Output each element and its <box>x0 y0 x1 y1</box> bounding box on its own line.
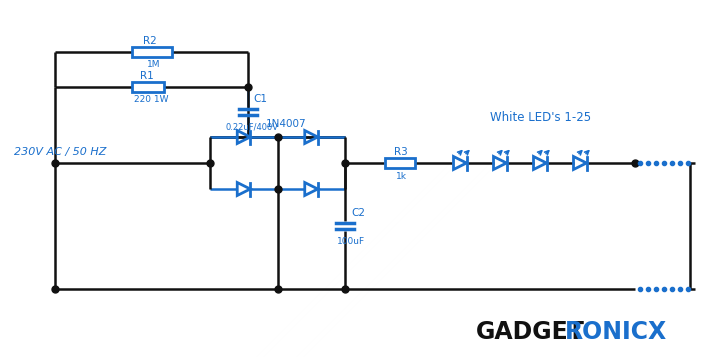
Text: 100uF: 100uF <box>337 237 365 246</box>
Text: 1N4007: 1N4007 <box>266 119 306 129</box>
Text: 230V AC / 50 HZ: 230V AC / 50 HZ <box>14 147 107 157</box>
Text: R3: R3 <box>394 147 408 157</box>
Text: R1: R1 <box>140 71 154 81</box>
FancyBboxPatch shape <box>132 47 171 57</box>
Text: C2: C2 <box>351 208 365 218</box>
FancyBboxPatch shape <box>132 82 164 92</box>
Text: C1: C1 <box>253 94 267 104</box>
Text: White LED's 1-25: White LED's 1-25 <box>490 111 591 124</box>
FancyBboxPatch shape <box>385 158 415 168</box>
Text: 0.22uF/400V: 0.22uF/400V <box>225 123 278 132</box>
Text: 1k: 1k <box>396 172 407 181</box>
Text: 1M: 1M <box>146 60 160 69</box>
Text: RONICX: RONICX <box>565 320 667 344</box>
Text: 220 1W: 220 1W <box>134 95 168 104</box>
Text: R2: R2 <box>143 36 157 46</box>
Text: GADGET: GADGET <box>476 320 585 344</box>
